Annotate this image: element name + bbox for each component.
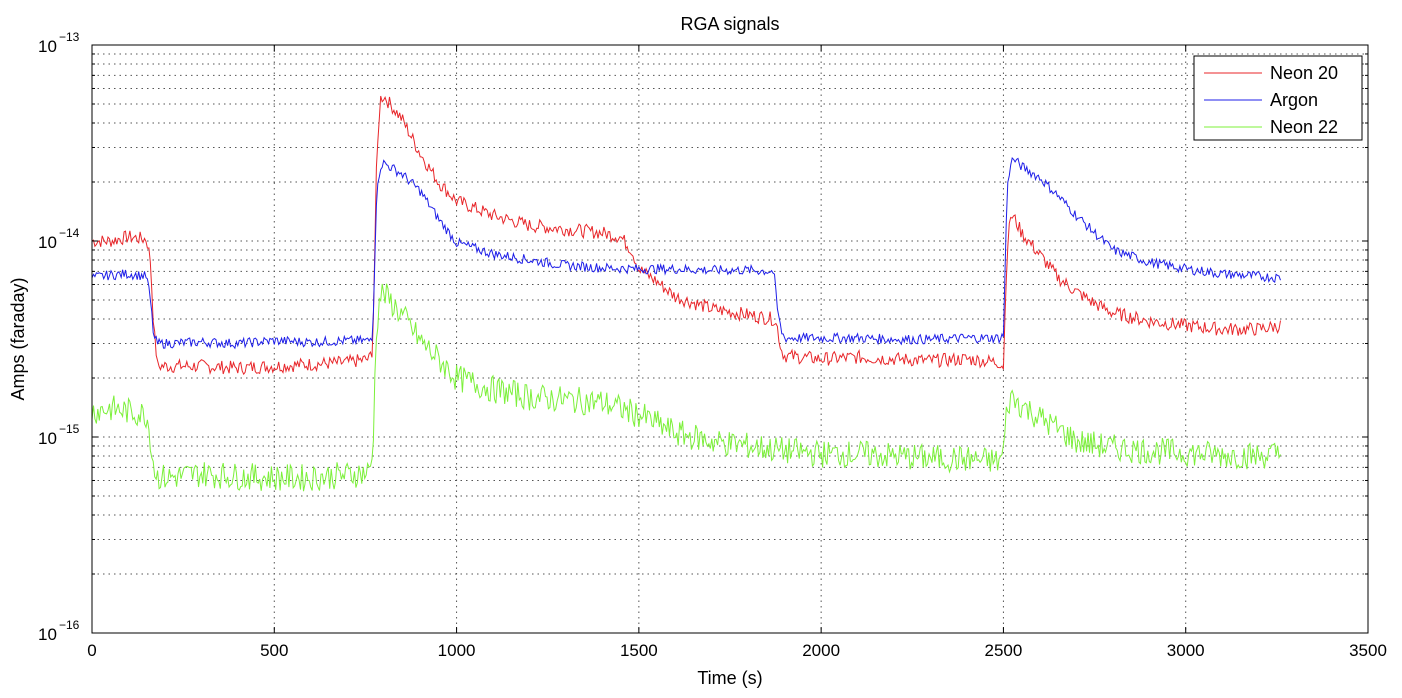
legend: Neon 20 Argon Neon 22 bbox=[1193, 55, 1363, 141]
x-tick-label: 3000 bbox=[1167, 641, 1205, 660]
axis-ticks: 0 500 1000 1500 2000 2500 3000 350010−1610−1510… bbox=[38, 30, 1387, 660]
y-tick-exponent: −14 bbox=[59, 226, 80, 240]
y-axis-label: Amps (faraday) bbox=[8, 277, 28, 400]
x-tick-label: 500 bbox=[260, 641, 288, 660]
legend-entry-label: Neon 22 bbox=[1270, 117, 1338, 137]
x-axis-label: Time (s) bbox=[697, 668, 762, 688]
legend-entry-label: Argon bbox=[1270, 90, 1318, 110]
y-tick-exponent: −13 bbox=[59, 30, 80, 44]
y-tick-label: 10 −14 bbox=[38, 226, 80, 252]
y-tick-exponent: −16 bbox=[59, 618, 80, 632]
legend-entry-label: Neon 20 bbox=[1270, 63, 1338, 83]
series-line-argon bbox=[91, 156, 1281, 350]
legend-box bbox=[1193, 55, 1363, 141]
y-tick-label: 10 −13 bbox=[38, 30, 80, 56]
plot-frame bbox=[91, 44, 1369, 634]
y-tick-base: 10 bbox=[38, 429, 57, 448]
x-tick-label: 1500 bbox=[620, 641, 658, 660]
y-tick-label: 10 −16 bbox=[38, 618, 80, 644]
y-tick-exponent: −15 bbox=[59, 422, 80, 436]
grid-lines bbox=[92, 45, 1368, 633]
series-layer bbox=[91, 95, 1281, 492]
series-line-neon-20 bbox=[91, 95, 1281, 376]
y-tick-base: 10 bbox=[38, 37, 57, 56]
x-tick-label: 3500 bbox=[1349, 641, 1387, 660]
y-tick-base: 10 bbox=[38, 233, 57, 252]
x-tick-label: 1000 bbox=[438, 641, 476, 660]
x-tick-label: 0 bbox=[87, 641, 96, 660]
x-tick-label: 2500 bbox=[985, 641, 1023, 660]
x-tick-label: 2000 bbox=[802, 641, 840, 660]
y-tick-label: 10 −15 bbox=[38, 422, 80, 448]
chart-title: RGA signals bbox=[680, 14, 779, 34]
series-line-neon-22 bbox=[91, 283, 1281, 492]
y-tick-base: 10 bbox=[38, 625, 57, 644]
